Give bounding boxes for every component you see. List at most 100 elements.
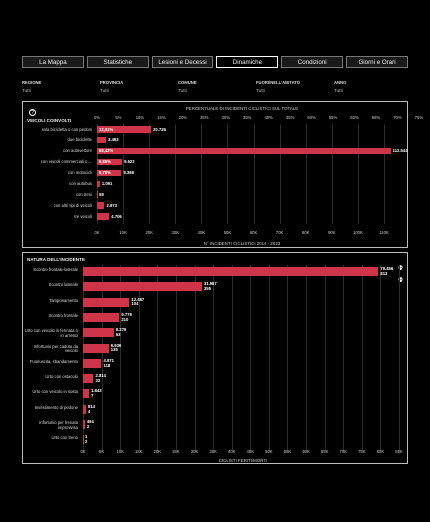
bar[interactable]: [97, 180, 100, 187]
top-tick-label: 30%: [221, 115, 230, 120]
value-label: 4.971 118: [103, 357, 114, 368]
bar[interactable]: [83, 312, 120, 322]
x-tick-label: 65K: [320, 449, 329, 454]
gridline: [175, 265, 177, 451]
bar[interactable]: [83, 404, 87, 414]
x-tick-label: 10K: [119, 230, 127, 235]
top-tick-label: 60%: [350, 115, 359, 120]
bar[interactable]: [97, 136, 107, 144]
top-tick-label: 10%: [135, 115, 145, 120]
tab-la-mappa[interactable]: La Mappa: [22, 56, 84, 68]
top-tick-label: 65%: [371, 115, 381, 120]
bottom-axis-title: CICLISTI FERITI/MORTI: [218, 458, 268, 463]
top-tick-label: 55%: [328, 115, 338, 120]
gridline: [306, 265, 308, 451]
bar[interactable]: [83, 389, 90, 399]
top-tick-label: 15%: [157, 115, 166, 120]
x-tick-label: 35K: [209, 449, 217, 454]
tab-lesioni-e-decessi[interactable]: Lesioni e Decessi: [151, 56, 214, 68]
value-label: 1.643 7: [91, 388, 102, 399]
gridline: [123, 124, 125, 224]
x-tick-label: 10K: [116, 449, 124, 454]
bar[interactable]: [83, 282, 202, 292]
bar[interactable]: [83, 358, 102, 368]
filter-comune[interactable]: COMUNE Tutti: [178, 80, 197, 93]
gridline: [138, 265, 140, 451]
x-tick-label: 25K: [172, 449, 180, 454]
bar[interactable]: [83, 297, 130, 307]
bar[interactable]: [97, 158, 123, 166]
bar[interactable]: [97, 126, 152, 133]
gridline: [268, 265, 270, 451]
bar[interactable]: [83, 435, 84, 445]
gridline: [399, 265, 400, 451]
bar[interactable]: [97, 202, 105, 209]
tab-giorni-e-orari[interactable]: Giorni e Orari: [346, 56, 408, 68]
filter-anno[interactable]: ANNO Tutti: [334, 80, 346, 93]
x-tick-label: 60K: [249, 230, 258, 235]
filter-value[interactable]: Tutti: [334, 88, 343, 93]
x-tick-label: 75K: [358, 449, 366, 454]
filter-fuori-nell-abitato[interactable]: FUORI/NELL'ABITATO Tutti: [256, 80, 300, 93]
gridline: [83, 265, 84, 451]
bar[interactable]: [83, 420, 85, 429]
panel-title: NATURA DELL'INCIDENTE: [27, 257, 85, 262]
bar[interactable]: [97, 147, 391, 155]
category-label: Urto con veicolo in sosta: [32, 389, 78, 395]
gridline: [324, 265, 326, 451]
value-label: 59: [99, 191, 104, 197]
help-icon[interactable]: ?: [29, 109, 36, 116]
category-label: sola bicicletta o con pedoni: [41, 126, 92, 132]
value-label: 31.987 355: [203, 281, 217, 292]
gridline: [175, 124, 177, 224]
bar[interactable]: [97, 213, 110, 220]
category-label: Urto con ostacolo: [45, 374, 78, 380]
x-tick-label: 50K: [223, 230, 232, 235]
filter-regione[interactable]: REGIONE Tutti: [22, 80, 41, 93]
category-label: con veicoli commerciali o ...: [40, 159, 92, 165]
accident-nature-panel: NATURA DELL'INCIDENTE CICLISTI FERITI/MO…: [22, 252, 408, 464]
bar[interactable]: [83, 374, 94, 384]
bar[interactable]: [97, 169, 122, 177]
filter-value[interactable]: Tutti: [22, 88, 31, 93]
filter-value[interactable]: Tutti: [178, 88, 187, 93]
value-label: 1.091: [101, 181, 113, 186]
x-tick-label: 60K: [302, 449, 310, 454]
tab-statistiche[interactable]: Statistiche: [86, 56, 149, 68]
category-label: Fuoriuscita, sbandamento: [29, 358, 78, 364]
filter-value[interactable]: Tutti: [256, 88, 265, 93]
value-label: 79.456 813: [380, 266, 394, 276]
gridline: [149, 124, 151, 224]
gridline: [343, 265, 345, 451]
gridline: [331, 124, 333, 224]
category-label: Infortunio per caduta da veicolo: [33, 343, 78, 354]
tab-dinamiche[interactable]: Dinamiche: [216, 56, 279, 68]
bar[interactable]: [97, 191, 98, 198]
vehicles-involved-panel: ? VEICOLI COINVOLTI PERCENTUALE DI INCID…: [22, 101, 423, 248]
gridline: [361, 265, 363, 451]
top-tick-label: 45%: [285, 115, 295, 120]
gridline: [194, 265, 196, 451]
tab-bar: La Mappa Statistiche Lesioni e Decessi Dina…: [22, 56, 408, 68]
x-tick-label: 80K: [376, 449, 385, 454]
filter-provincia[interactable]: PROVINCIA Tutti: [100, 80, 123, 93]
category-label: con autovetture: [63, 148, 92, 154]
category-label: Infortunio per frenata improvvisa: [39, 420, 78, 430]
bar[interactable]: [83, 343, 109, 353]
value-label: 2.814 33: [95, 373, 106, 383]
filter-label: PROVINCIA: [100, 80, 124, 85]
filter-value[interactable]: Tutti: [100, 88, 109, 93]
category-label: Urto con treno: [51, 435, 78, 441]
category-label: due biciclette: [67, 137, 92, 143]
bar[interactable]: [83, 328, 114, 338]
value-label: 9.368: [123, 170, 134, 176]
top-tick-label: 35%: [243, 115, 252, 120]
category-label: Scontro frontale: [48, 312, 78, 318]
x-tick-label: 110K: [379, 230, 389, 235]
category-label: Investimento di pedone: [34, 404, 78, 410]
x-tick-label: 85K: [395, 449, 403, 454]
filter-label: REGIONE: [22, 80, 42, 85]
tab-condizioni[interactable]: Condizioni: [281, 56, 344, 68]
x-tick-label: 50K: [265, 449, 273, 454]
bar[interactable]: [83, 267, 379, 276]
